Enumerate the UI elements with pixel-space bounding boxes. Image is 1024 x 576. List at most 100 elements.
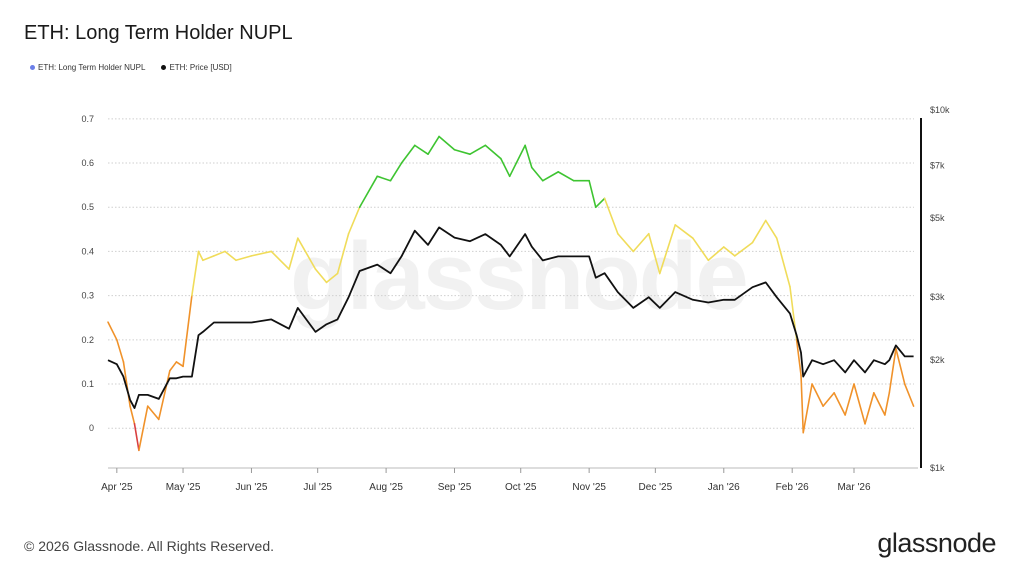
nupl-series-segment bbox=[895, 347, 906, 385]
nupl-series-segment bbox=[191, 250, 200, 297]
right-tick-label: $3k bbox=[930, 292, 945, 302]
nupl-series-segment bbox=[157, 369, 171, 421]
nupl-series-segment bbox=[647, 232, 661, 275]
nupl-series-segment bbox=[438, 135, 456, 151]
nupl-series-segment bbox=[617, 232, 635, 253]
nupl-series-segment bbox=[594, 197, 606, 209]
nupl-series-segment bbox=[413, 144, 429, 155]
nupl-series-segment bbox=[484, 144, 502, 160]
nupl-series-segment bbox=[358, 175, 379, 209]
x-tick-label: Jan '26 bbox=[708, 482, 740, 493]
nupl-series-segment bbox=[632, 232, 650, 253]
nupl-series-segment bbox=[400, 144, 416, 164]
left-tick-label: 0.3 bbox=[81, 291, 94, 301]
nupl-series-segment bbox=[116, 339, 125, 363]
left-tick-label: 0.4 bbox=[81, 246, 94, 256]
nupl-series-segment bbox=[107, 321, 118, 341]
nupl-series-segment bbox=[674, 224, 694, 239]
nupl-series-segment bbox=[751, 219, 767, 244]
nupl-series-segment bbox=[884, 392, 891, 416]
nupl-series-segment bbox=[802, 383, 813, 434]
nupl-series-segment bbox=[389, 162, 403, 182]
nupl-series-segment bbox=[297, 237, 317, 270]
left-tick-label: 0.5 bbox=[81, 202, 94, 212]
nupl-series-segment bbox=[530, 166, 544, 182]
x-tick-label: May '25 bbox=[166, 482, 201, 493]
nupl-series-segment bbox=[138, 405, 149, 452]
nupl-series-segment bbox=[336, 232, 350, 275]
right-tick-label: $7k bbox=[930, 160, 945, 170]
x-tick-label: Jul '25 bbox=[303, 482, 332, 493]
nupl-series-segment bbox=[795, 339, 802, 376]
x-tick-label: Sep '25 bbox=[438, 482, 472, 493]
nupl-series-segment bbox=[764, 219, 778, 239]
nupl-series-segment bbox=[722, 246, 736, 257]
nupl-series-segment bbox=[903, 383, 915, 407]
nupl-series-segment bbox=[833, 392, 846, 416]
x-tick-label: Jun '25 bbox=[235, 482, 267, 493]
nupl-series-segment bbox=[822, 392, 835, 407]
left-tick-label: 0.7 bbox=[81, 114, 94, 124]
nupl-series-segment bbox=[175, 361, 184, 368]
left-tick-label: 0.6 bbox=[81, 158, 94, 168]
nupl-series-segment bbox=[250, 250, 273, 257]
nupl-series-segment bbox=[508, 144, 526, 178]
x-tick-label: Apr '25 bbox=[101, 482, 133, 493]
nupl-series-segment bbox=[873, 392, 886, 416]
nupl-series-segment bbox=[692, 237, 710, 262]
nupl-series-segment bbox=[853, 383, 866, 425]
legend-item-nupl[interactable]: ETH: Long Term Holder NUPL bbox=[30, 63, 145, 72]
nupl-series-segment bbox=[182, 294, 193, 368]
left-tick-label: 0.2 bbox=[81, 335, 94, 345]
nupl-series-segment bbox=[811, 383, 824, 407]
brand-logo[interactable]: glassnode bbox=[877, 528, 996, 558]
nupl-series-segment bbox=[129, 405, 136, 425]
copyright-footer: © 2026 Glassnode. All Rights Reserved. bbox=[24, 538, 275, 554]
legend-item-price[interactable]: ETH: Price [USD] bbox=[161, 63, 232, 72]
nupl-series-segment bbox=[524, 144, 533, 169]
x-tick-label: Nov '25 bbox=[572, 482, 606, 493]
x-tick-label: Mar '26 bbox=[837, 482, 870, 493]
nupl-series-segment bbox=[202, 255, 215, 262]
nupl-series-segment bbox=[844, 383, 855, 416]
nupl-series-segment bbox=[888, 347, 897, 394]
nupl-series-segment bbox=[603, 197, 619, 235]
nupl-series-segment bbox=[500, 157, 511, 178]
legend-nupl-label: ETH: Long Term Holder NUPL bbox=[38, 63, 146, 72]
nupl-series-segment bbox=[314, 268, 328, 284]
nupl-series-segment bbox=[325, 272, 339, 284]
legend: ETH: Long Term Holder NUPL ETH: Price [U… bbox=[30, 63, 232, 72]
legend-price-label: ETH: Price [USD] bbox=[169, 63, 232, 72]
nupl-series-segment bbox=[288, 237, 299, 270]
nupl-series-segment bbox=[775, 237, 791, 288]
nupl-series-segment bbox=[427, 135, 440, 155]
legend-nupl-dot-icon bbox=[30, 65, 35, 70]
nupl-series-segment bbox=[376, 175, 392, 182]
nupl-series-segment bbox=[453, 148, 471, 155]
nupl-series-segment bbox=[864, 392, 875, 425]
right-tick-label: $1k bbox=[930, 463, 945, 473]
nupl-series-segment bbox=[469, 144, 487, 155]
x-tick-label: Aug '25 bbox=[369, 482, 403, 493]
nupl-series-segment bbox=[168, 361, 178, 372]
nupl-series-segment bbox=[133, 423, 140, 452]
right-tick-label: $2k bbox=[930, 355, 945, 365]
nupl-series-segment bbox=[557, 171, 575, 182]
nupl-series-segment bbox=[658, 224, 677, 275]
x-tick-label: Oct '25 bbox=[505, 482, 537, 493]
nupl-series-segment bbox=[213, 250, 226, 257]
nupl-series-segment bbox=[734, 241, 754, 257]
nupl-series-segment bbox=[588, 179, 597, 209]
legend-price-dot-icon bbox=[161, 65, 167, 70]
nupl-series-segment bbox=[197, 250, 204, 262]
right-tick-label: $5k bbox=[930, 213, 945, 223]
left-tick-label: 0 bbox=[89, 423, 94, 433]
nupl-series-segment bbox=[541, 171, 560, 182]
left-tick-label: 0.1 bbox=[81, 379, 94, 389]
right-tick-label: $10k bbox=[930, 105, 950, 115]
price-series-line bbox=[107, 226, 914, 410]
nupl-series-segment bbox=[224, 250, 237, 262]
chart-title: ETH: Long Term Holder NUPL bbox=[24, 22, 293, 44]
x-tick-label: Feb '26 bbox=[776, 482, 809, 493]
